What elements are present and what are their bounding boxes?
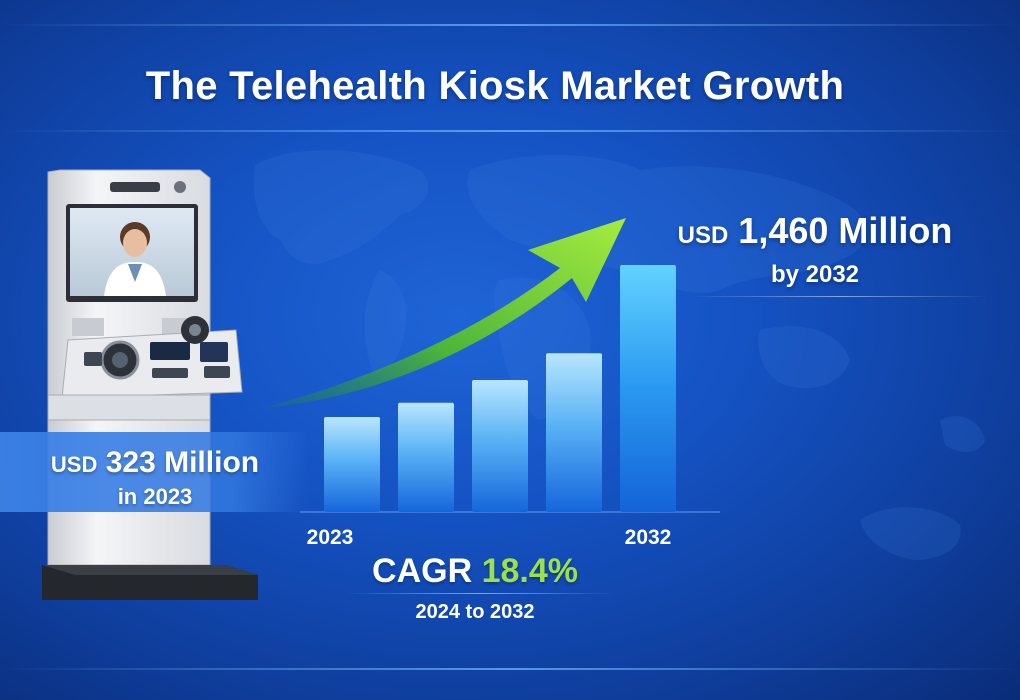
bar-1 [324,417,380,512]
cagr-period: 2024 to 2032 [415,601,535,623]
cagr-underline [345,593,615,594]
start-value-label: USD 323 Million in 2023 [30,446,280,510]
start-value-suffix: Million [164,446,260,479]
end-value-label: USD 1,460 Million by 2032 [650,210,980,289]
end-value-amount: 1,460 [738,210,829,251]
bar-5 [620,265,676,512]
end-value-underline [690,296,990,297]
start-value-year: in 2023 [117,484,193,509]
chart-title: The Telehealth Kiosk Market Growth [145,64,845,108]
cagr-block: CAGR 18.4% 2024 to 2032 [330,552,620,624]
divider-title [0,130,1020,132]
start-value-amount: 323 [105,446,156,479]
end-value-suffix: Million [838,210,953,251]
x-tick-label-2023: 2023 [307,526,354,549]
growth-arrow [262,218,626,408]
x-tick-label-2032: 2032 [625,526,672,549]
divider-bottom [0,668,1020,670]
divider-top [0,24,1020,26]
end-value-year: by 2032 [770,261,860,288]
bar-3 [472,379,528,512]
start-value-prefix: USD [50,452,98,477]
bar-2 [398,402,454,512]
cagr-label: CAGR [372,552,473,590]
cagr-value: 18.4% [481,552,578,590]
start-value-band [0,432,310,512]
end-value-prefix: USD [677,222,729,249]
bar-4 [546,353,602,512]
